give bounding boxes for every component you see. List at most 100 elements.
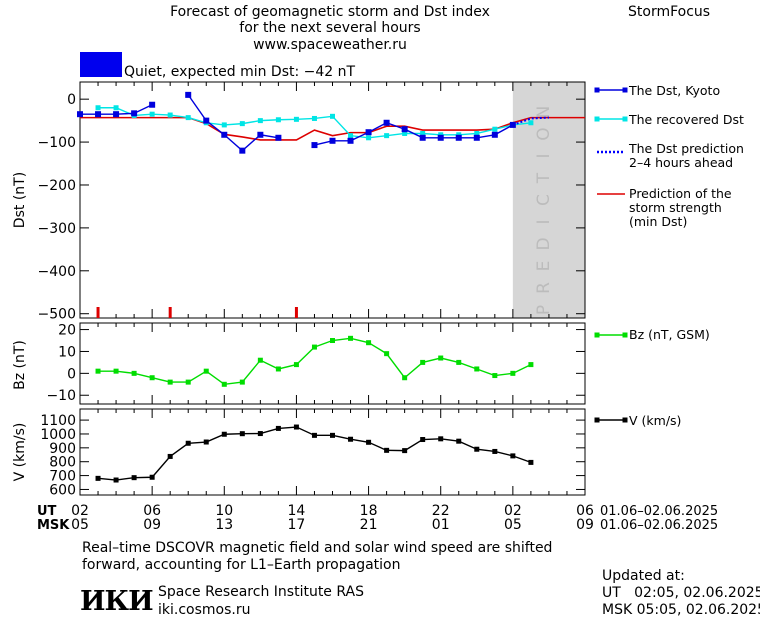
legend-label: The Dst, Kyoto — [628, 83, 720, 98]
status-text: Quiet, expected min Dst: −42 nT — [124, 64, 356, 80]
legend-label: Bz (nT, GSM) — [629, 327, 710, 342]
ut-tick-label: 02 — [71, 503, 89, 519]
institute-name: Space Research Institute RAS — [158, 584, 364, 600]
y-axis-label: V (km/s) — [12, 423, 28, 482]
institute-site[interactable]: iki.cosmos.ru — [158, 602, 251, 618]
kyoto-dst-point — [77, 111, 83, 118]
ut-axis-label: UT — [37, 504, 57, 519]
footer-note-line-1: Real–time DSCOVR magnetic field and sola… — [82, 540, 553, 556]
recovered-dst-point — [384, 133, 390, 139]
recovered-dst-point — [438, 132, 444, 138]
kyoto-dst-point — [149, 101, 156, 108]
kyoto-dst-point — [95, 111, 102, 118]
storm-strength-line — [80, 116, 585, 141]
recovered-dst-point — [528, 120, 534, 126]
recovered-dst-point — [167, 112, 173, 118]
y-tick-label: 0 — [67, 366, 76, 382]
recovered-dst-point — [348, 133, 354, 139]
bz-point — [384, 351, 390, 357]
y-tick-label: 800 — [49, 455, 76, 471]
legend-swatch-marker — [594, 116, 600, 122]
updated-label: Updated at: — [602, 568, 685, 584]
speed-point — [257, 431, 263, 437]
kyoto-dst-point — [329, 137, 336, 144]
speed-point — [185, 440, 191, 446]
recovered-dst-point — [95, 105, 101, 111]
speed-point — [203, 439, 209, 445]
legend-swatch-marker — [594, 87, 600, 93]
ut-tick-label: 02 — [504, 503, 522, 519]
speed-point — [366, 439, 372, 445]
legend-label: The recovered Dst — [628, 112, 744, 127]
recovered-dst-line — [98, 107, 531, 139]
legend-label: The Dst prediction — [628, 141, 744, 156]
legend-swatch-marker — [594, 417, 600, 423]
kyoto-dst-point — [491, 131, 498, 138]
kyoto-dst-line — [314, 122, 514, 146]
prediction-band-letter: D — [534, 237, 554, 250]
prediction-band-letter: R — [534, 282, 554, 294]
bz-panel: −10 0 10 20 Bz (nT) — [12, 322, 586, 405]
recovered-dst-point — [456, 132, 462, 138]
recovered-dst-point — [257, 118, 263, 124]
kyoto-dst-point — [419, 134, 426, 141]
bz-point — [402, 375, 408, 381]
legend-swatch-marker — [622, 116, 628, 122]
recovered-dst-point — [221, 122, 227, 128]
y-axis-label: Dst (nT) — [12, 172, 28, 228]
recovered-dst-point — [311, 115, 317, 121]
kyoto-dst-point — [203, 117, 210, 124]
bz-point — [113, 368, 119, 374]
speed-point — [456, 438, 462, 444]
legend-swatch-marker — [622, 417, 628, 423]
recovered-dst-point — [275, 117, 281, 123]
panel-frame — [79, 322, 586, 405]
recovered-dst-point — [366, 135, 372, 141]
kyoto-dst-line — [187, 94, 279, 152]
msk-date-range: 01.06–02.06.2025 — [600, 518, 718, 533]
bz-point — [239, 379, 245, 385]
speed-point — [149, 474, 155, 480]
recovered-dst-point — [239, 121, 245, 127]
kyoto-dst-point — [509, 121, 516, 128]
y-tick-label: −300 — [38, 221, 76, 237]
chart-title-line-1: Forecast of geomagnetic storm and Dst in… — [170, 4, 490, 20]
y-tick-label: −500 — [38, 307, 76, 323]
bz-point — [221, 381, 227, 387]
speed-point — [384, 447, 390, 453]
legend-label: (min Dst) — [629, 214, 687, 229]
recovered-dst-point — [402, 130, 408, 136]
kyoto-dst-point — [383, 119, 390, 126]
legend-swatch-marker — [594, 332, 600, 338]
y-tick-label: −400 — [38, 264, 76, 280]
recovered-dst-point — [113, 105, 119, 111]
bz-point — [330, 338, 335, 344]
speed-point — [348, 436, 354, 442]
msk-tick-label: 05 — [71, 517, 89, 533]
bz-point — [528, 362, 534, 368]
msk-axis-label: MSK — [37, 518, 70, 533]
chart-title-line-2: for the next several hours — [239, 20, 421, 36]
speed-point — [167, 453, 173, 459]
prediction-band-letter: N — [534, 106, 554, 119]
msk-tick-label: 17 — [288, 517, 306, 533]
recovered-dst-point — [492, 126, 498, 132]
speed-point — [221, 431, 227, 437]
y-tick-label: 1000 — [40, 427, 76, 443]
speed-point — [492, 448, 498, 454]
recovered-dst-point — [185, 115, 191, 121]
y-tick-label: −10 — [46, 388, 76, 404]
bz-point — [149, 375, 155, 381]
bz-point — [95, 368, 101, 374]
prediction-band-letter: E — [534, 261, 554, 272]
kyoto-dst-point — [257, 131, 264, 138]
kyoto-dst-point — [113, 111, 120, 118]
y-tick-label: 700 — [49, 469, 76, 485]
bz-point — [348, 335, 354, 341]
chart-title-url[interactable]: www.spaceweather.ru — [253, 37, 407, 53]
prediction-band-letter: C — [534, 194, 554, 206]
legend: The Dst, Kyoto The recovered Dst The Dst p… — [594, 83, 744, 428]
bz-point — [492, 373, 498, 379]
recovered-dst-point — [474, 130, 480, 136]
